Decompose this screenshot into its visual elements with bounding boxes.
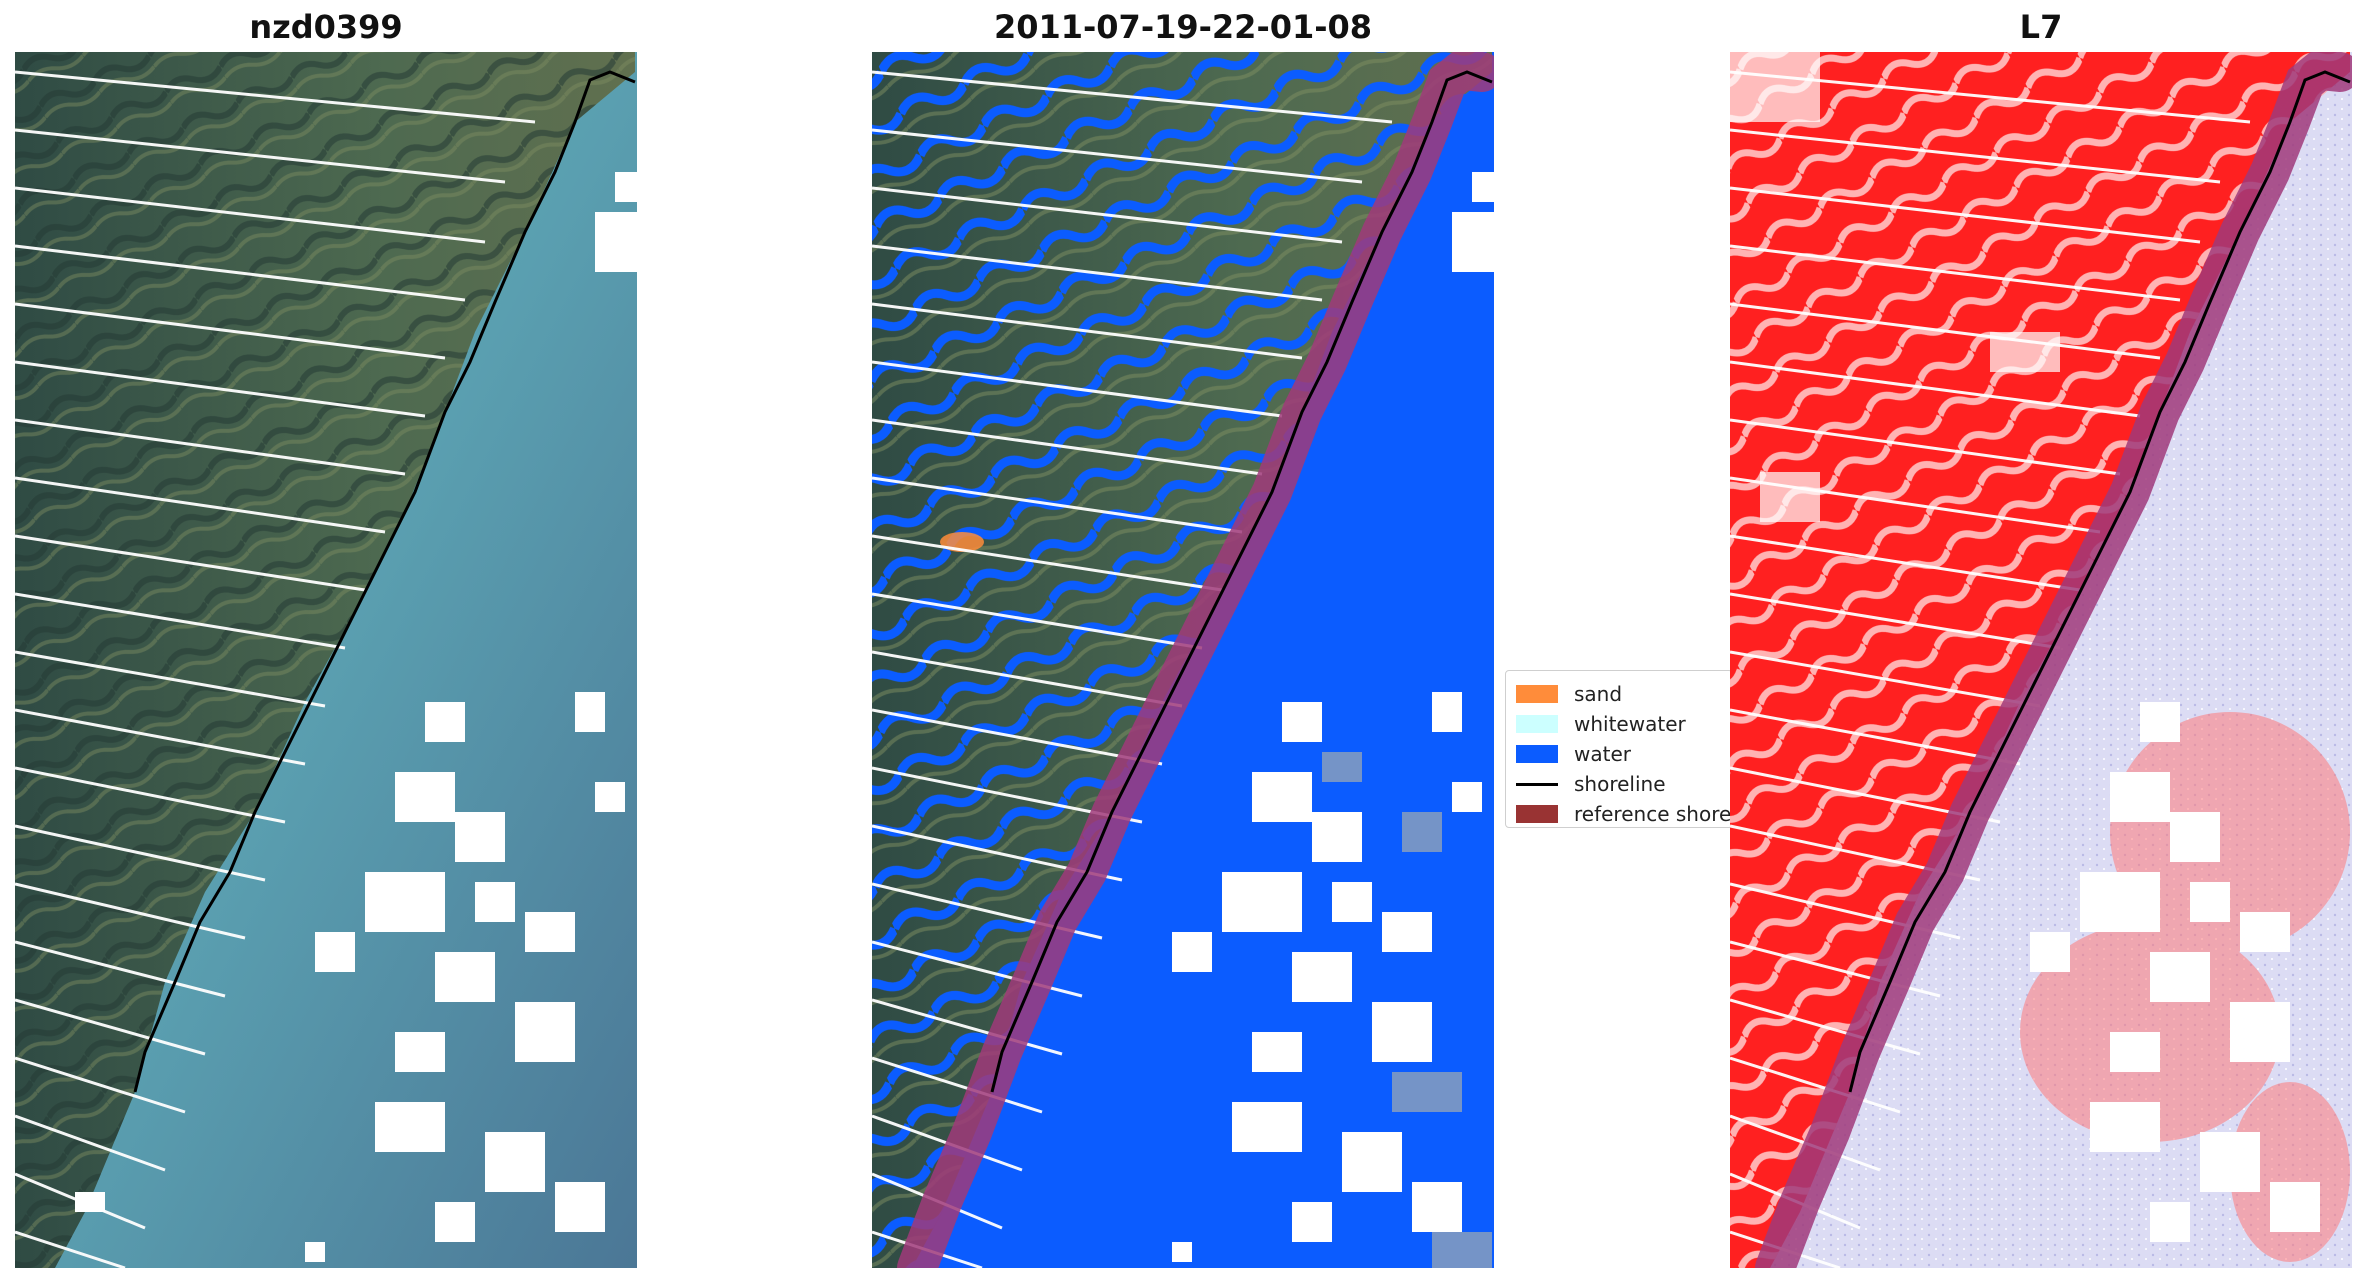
- legend-label: water: [1574, 742, 1631, 766]
- legend-item-sand: sand: [1516, 679, 1722, 709]
- buffer-swatch-icon: [1516, 805, 1558, 823]
- legend-item-whitewater: whitewater: [1516, 709, 1722, 739]
- legend-label: reference shoreline buffer: [1574, 802, 1732, 826]
- panel-title: 2011-07-19-22-01-08: [993, 8, 1373, 46]
- shoreline-line-icon: [1516, 782, 1558, 786]
- water-swatch-icon: [1516, 745, 1558, 763]
- legend-label: whitewater: [1574, 712, 1686, 736]
- legend-label: sand: [1574, 682, 1623, 706]
- legend-label: shoreline: [1574, 772, 1666, 796]
- legend: sand whitewater water shoreline referenc…: [1505, 670, 1733, 828]
- panel-title: L7: [2019, 8, 2063, 46]
- classified-satellite-image-icon: [872, 52, 1494, 1268]
- legend-item-shoreline: shoreline: [1516, 769, 1722, 799]
- legend-item-water: water: [1516, 739, 1722, 769]
- sand-swatch-icon: [1516, 685, 1558, 703]
- whitewater-swatch-icon: [1516, 715, 1558, 733]
- legend-item-reference-shoreline: reference shoreline buffer: [1516, 799, 1732, 827]
- rgb-satellite-image-icon: [15, 52, 637, 1268]
- index-image-panel: [1730, 52, 2352, 1268]
- rgb-image-panel: [15, 52, 637, 1268]
- index-satellite-image-icon: [1730, 52, 2352, 1268]
- classified-image-panel: [872, 52, 1494, 1268]
- panel-title: nzd0399: [249, 8, 403, 46]
